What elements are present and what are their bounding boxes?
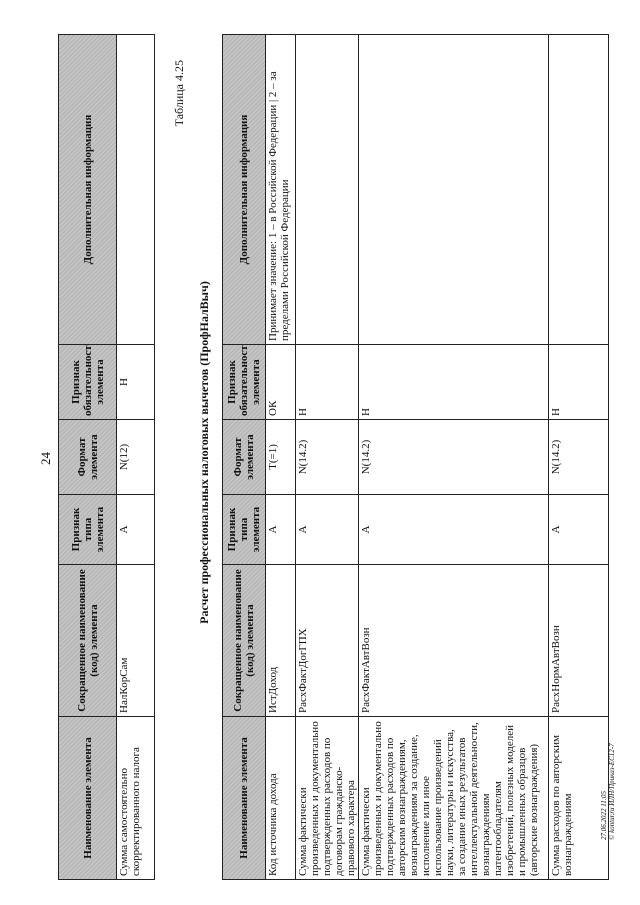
table-prof-deductions: Наименование элемента Сокращенное наимен…	[222, 34, 609, 880]
header-cell: Признак типа элемента	[58, 494, 117, 565]
table-row: Код источника дохода ИстДоход А T(=1) ОК…	[265, 34, 296, 880]
table-header: Наименование элемента Сокращенное наимен…	[222, 34, 266, 880]
header-cell: Признак обязательности элемента	[222, 344, 266, 420]
header-cell: Сокращенное наименование (код) элемента	[58, 564, 117, 717]
cell: Н	[116, 344, 155, 420]
table-row: Сумма фактически произведенных и докумен…	[358, 34, 549, 880]
cell: Н	[548, 344, 609, 420]
cell: А	[295, 494, 359, 565]
cell: РасхФактАвтВозн	[358, 564, 549, 717]
footer-source: © kontur.ru ИЛН/Приказ-ЕС12-7	[608, 743, 616, 840]
cell: Код источника дохода	[265, 716, 296, 880]
cell: А	[548, 494, 609, 565]
footer-date: 27.06.2022 11:05	[600, 790, 608, 840]
cell: T(=1)	[265, 419, 296, 495]
header-cell: Формат элемента	[58, 419, 117, 495]
cell: N(14.2)	[358, 419, 549, 495]
table-row: Сумма фактически произведенных и докумен…	[295, 34, 359, 880]
cell: РасхНормАвтВозн	[548, 564, 609, 717]
cell	[116, 34, 155, 345]
cell: N(14.2)	[295, 419, 359, 495]
table-caption: Расчет профессиональных налоговых вычето…	[197, 281, 211, 624]
cell	[548, 34, 609, 345]
cell: Сумма фактически произведенных и докумен…	[295, 716, 359, 880]
cell: А	[358, 494, 549, 565]
header-cell: Сокращенное наименование (код) элемента	[222, 564, 266, 717]
cell: Н	[358, 344, 549, 420]
table-header: Наименование элемента Сокращенное наимен…	[58, 34, 117, 880]
cell: Н	[295, 344, 359, 420]
cell: ОК	[265, 344, 296, 420]
header-cell: Наименование элемента	[222, 716, 266, 880]
cell: Сумма фактически произведенных и докумен…	[358, 716, 549, 880]
cell: РасхФактДогГПХ	[295, 564, 359, 717]
footer-stamp: 27.06.2022 11:05 © kontur.ru ИЛН/Приказ-…	[600, 743, 616, 840]
header-cell: Признак типа элемента	[222, 494, 266, 565]
cell: А	[116, 494, 155, 565]
header-cell: Дополнительная информация	[58, 34, 117, 345]
cell: Сумма самостоятельно скорректированного …	[116, 716, 155, 880]
cell: N(14.2)	[548, 419, 609, 495]
header-cell: Наименование элемента	[58, 716, 117, 880]
cell: А	[265, 494, 296, 565]
cell: НалКорСам	[116, 564, 155, 717]
cell	[295, 34, 359, 345]
table-continued: Наименование элемента Сокращенное наимен…	[58, 34, 155, 880]
cell: N(12)	[116, 419, 155, 495]
cell: ИстДоход	[265, 564, 296, 717]
header-cell: Формат элемента	[222, 419, 266, 495]
cell: Принимает значение: 1 – в Российской Фед…	[265, 34, 296, 345]
page-number: 24	[38, 452, 53, 465]
header-cell: Дополнительная информация	[222, 34, 266, 345]
cell	[358, 34, 549, 345]
header-cell: Признак обязательности элемента	[58, 344, 117, 420]
table-row: Сумма самостоятельно скорректированного …	[116, 34, 155, 880]
table-number: Таблица 4.25	[172, 60, 186, 127]
